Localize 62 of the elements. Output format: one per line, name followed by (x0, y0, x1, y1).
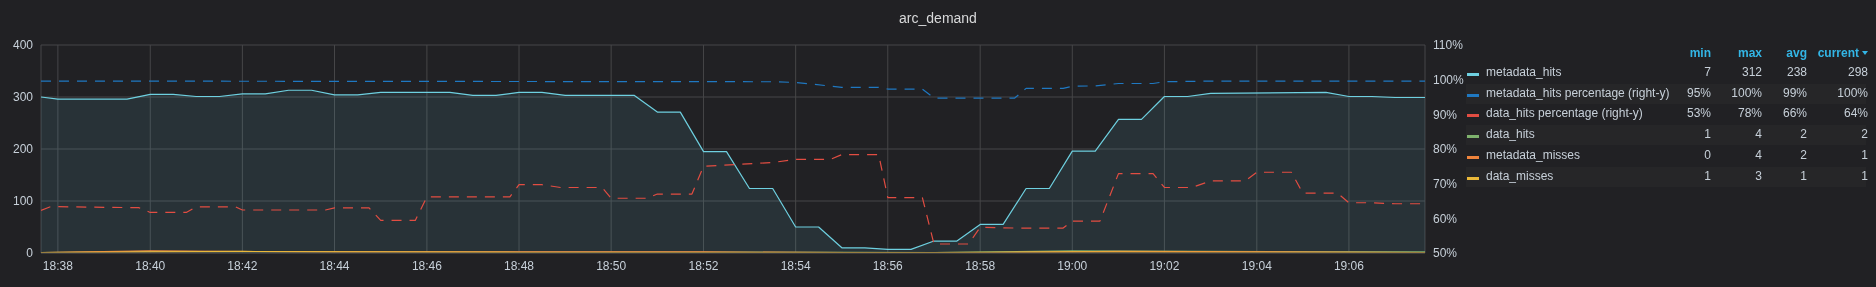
text: max (1737, 46, 1762, 60)
x-tick-label: 18:56 (872, 258, 904, 273)
x-tick-label: 18:40 (135, 258, 166, 273)
text: avg (1786, 46, 1807, 60)
chart-title: arc_demand (898, 10, 978, 26)
y-tick-label: 100 (12, 194, 34, 209)
text: 0 (1704, 147, 1711, 162)
text: 2 (1861, 127, 1868, 142)
legend-label: data_hits (1486, 127, 1535, 142)
text: 66% (1782, 106, 1807, 121)
x-tick-label: 18:58 (965, 258, 996, 273)
x-tick-label: 19:00 (1057, 258, 1088, 273)
text: 95% (1686, 85, 1711, 100)
y-tick-label: 300 (12, 90, 34, 105)
y2-tick-label: 90% (1433, 107, 1458, 122)
text: 3 (1755, 168, 1762, 183)
x-tick-label: 18:38 (42, 258, 74, 273)
text: 99% (1782, 85, 1807, 100)
text: 4 (1755, 127, 1762, 142)
x-tick-label: 19:06 (1333, 258, 1365, 273)
text: 312 (1741, 65, 1762, 79)
text: 1 (1800, 168, 1807, 183)
x-tick-label: 18:48 (504, 258, 535, 273)
text: 1 (1861, 147, 1868, 162)
text: 1 (1704, 168, 1711, 183)
y2-tick-label: 100% (1433, 72, 1465, 87)
text: 53% (1686, 106, 1711, 121)
x-tick-label: 18:42 (227, 258, 258, 273)
text: 1 (1704, 127, 1711, 142)
y2-tick-label: 70% (1433, 176, 1458, 191)
y2-tick-label: 50% (1433, 246, 1458, 261)
y2-tick-label: 60% (1433, 211, 1458, 226)
x-tick-label: 18:50 (596, 258, 627, 273)
text: 100% (1837, 85, 1868, 100)
legend-label: metadata_hits (1486, 65, 1562, 79)
y-tick-label: 200 (12, 142, 34, 157)
text: 298 (1847, 65, 1868, 79)
text: 2 (1800, 127, 1807, 142)
x-tick-label: 18:46 (411, 258, 443, 273)
text: 1 (1861, 168, 1868, 183)
x-tick-label: 18:54 (780, 258, 811, 273)
legend-label: data_misses (1486, 168, 1554, 183)
x-tick-label: 18:52 (688, 258, 719, 273)
x-tick-label: 19:04 (1241, 258, 1273, 273)
legend-label: metadata_hits percentage (right-y) (1486, 85, 1670, 100)
text: 100% (1731, 85, 1762, 100)
text: 2 (1800, 147, 1807, 162)
text: 4 (1755, 147, 1762, 162)
text: 64% (1843, 106, 1868, 121)
legend-label: data_hits percentage (right-y) (1486, 106, 1643, 121)
y2-tick-label: 110% (1433, 38, 1464, 53)
legend-label: metadata_misses (1486, 147, 1581, 162)
y2-tick-label: 80% (1433, 142, 1458, 157)
x-tick-label: 19:02 (1149, 258, 1180, 273)
y-tick-label: 400 (12, 38, 34, 53)
text: 7 (1704, 65, 1711, 79)
text: 78% (1737, 106, 1762, 121)
x-tick-label: 18:44 (319, 258, 350, 273)
text: 238 (1786, 65, 1807, 79)
text: min (1689, 46, 1711, 60)
text: current (1817, 46, 1859, 60)
y-tick-label: 0 (26, 246, 34, 261)
